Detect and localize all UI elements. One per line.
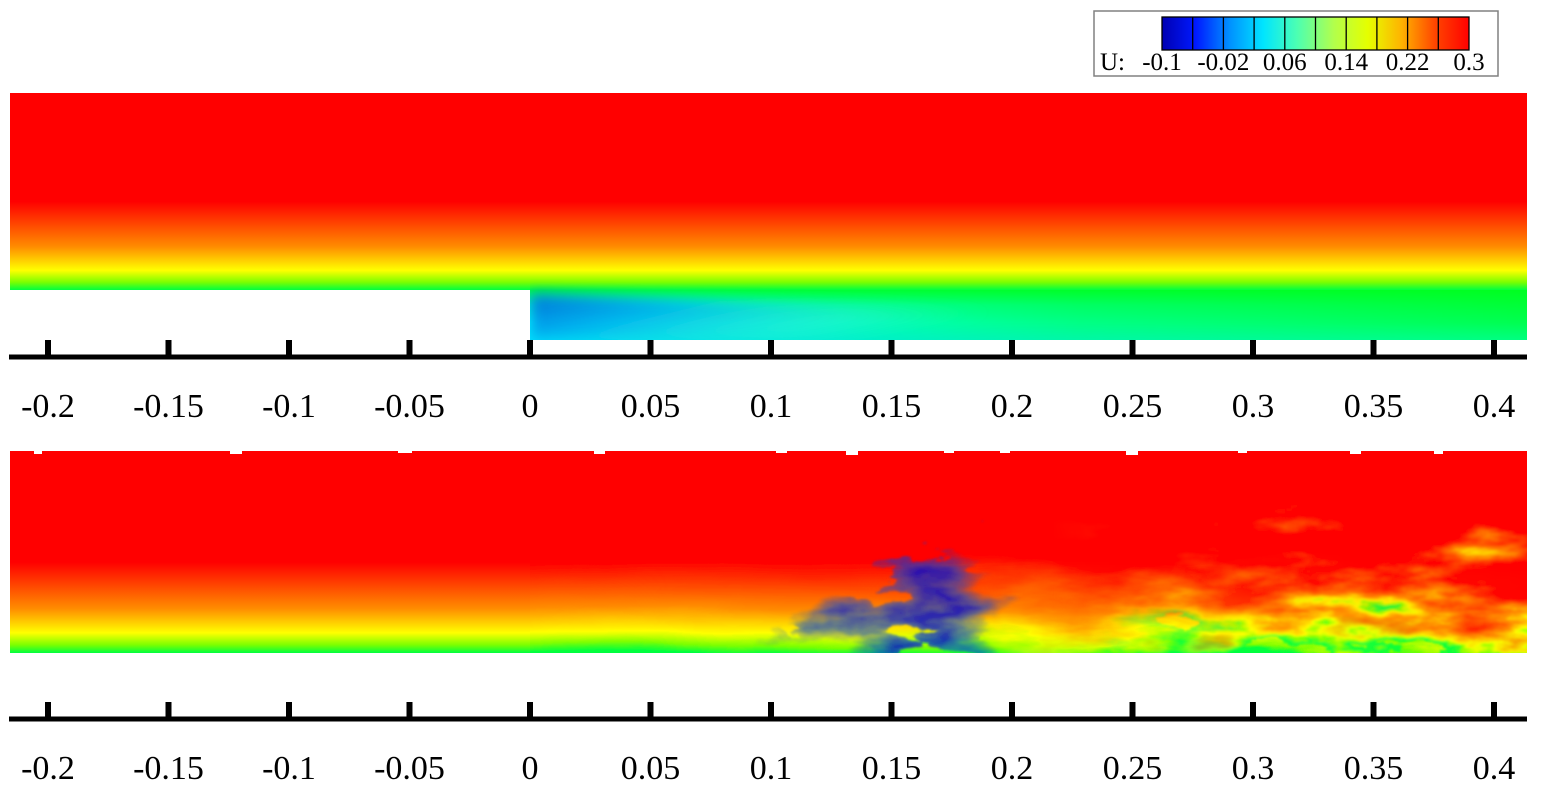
- svg-text:0.4: 0.4: [1473, 388, 1516, 425]
- svg-text:0.25: 0.25: [1103, 388, 1163, 425]
- svg-text:-0.2: -0.2: [21, 750, 75, 787]
- svg-text:-0.15: -0.15: [133, 750, 204, 787]
- svg-text:0.05: 0.05: [621, 388, 681, 425]
- svg-text:-0.02: -0.02: [1197, 49, 1249, 76]
- svg-text:0.35: 0.35: [1344, 388, 1404, 425]
- svg-text:0.25: 0.25: [1103, 750, 1163, 787]
- svg-text:0.15: 0.15: [862, 750, 922, 787]
- svg-text:0.1: 0.1: [750, 388, 793, 425]
- svg-text:-0.1: -0.1: [262, 388, 316, 425]
- svg-text:-0.15: -0.15: [133, 388, 204, 425]
- svg-text:0.3: 0.3: [1453, 49, 1484, 76]
- svg-text:0.2: 0.2: [991, 750, 1034, 787]
- svg-text:-0.2: -0.2: [21, 388, 75, 425]
- svg-text:0.22: 0.22: [1386, 49, 1430, 76]
- svg-text:0.3: 0.3: [1232, 750, 1275, 787]
- svg-text:-0.05: -0.05: [374, 750, 445, 787]
- svg-text:0.1: 0.1: [750, 750, 793, 787]
- svg-text:U:: U:: [1100, 49, 1125, 76]
- svg-text:0: 0: [522, 750, 539, 787]
- svg-text:0.06: 0.06: [1263, 49, 1307, 76]
- svg-text:0.4: 0.4: [1473, 750, 1516, 787]
- svg-text:-0.05: -0.05: [374, 388, 445, 425]
- svg-text:0.2: 0.2: [991, 388, 1034, 425]
- svg-text:-0.1: -0.1: [262, 750, 316, 787]
- svg-text:0.15: 0.15: [862, 388, 922, 425]
- svg-text:0.05: 0.05: [621, 750, 681, 787]
- svg-text:0.3: 0.3: [1232, 388, 1275, 425]
- svg-text:0.35: 0.35: [1344, 750, 1404, 787]
- svg-text:0: 0: [522, 388, 539, 425]
- svg-text:0.14: 0.14: [1324, 49, 1368, 76]
- svg-text:-0.1: -0.1: [1142, 49, 1182, 76]
